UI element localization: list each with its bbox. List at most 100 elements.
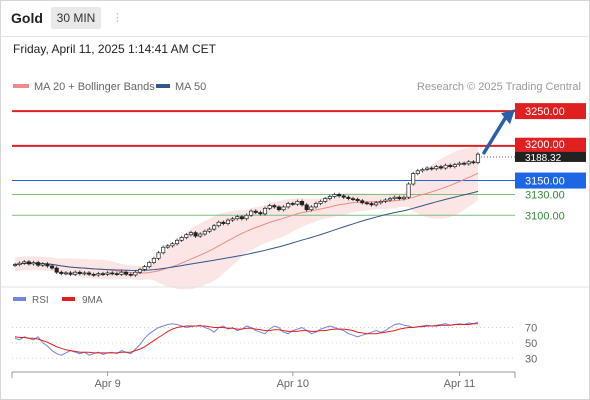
candle-body [59,271,64,274]
candle-body [323,198,328,202]
price-level-label: 3100.00 [525,210,565,222]
candle-body [346,196,351,199]
candle-body [392,196,397,199]
ma9-legend-swatch [62,297,75,301]
candle-body [133,271,138,276]
x-axis-label: Apr 11 [444,378,476,390]
rsi-tick-label: 50 [525,338,537,350]
candle-body [22,261,27,264]
rsi-legend-label: RSI [32,295,49,306]
candle-body [26,261,31,265]
candle-body [142,266,147,270]
candle-body [124,271,129,275]
candle-body [225,219,231,224]
asset-title: Gold [11,10,43,26]
candle-body [300,201,305,206]
candle-body [165,245,170,248]
more-options-icon[interactable]: ⋮ [112,12,123,24]
candle-body [295,201,300,205]
candle-body [77,271,82,274]
candle-body [318,201,323,204]
candle-body [332,194,337,197]
candle-body [249,210,254,216]
candle-body [276,206,281,211]
chart-header: Gold 30 MIN ⋮ [0,0,590,37]
candle-body [17,262,22,265]
candle-body [411,173,416,185]
candle-body [397,196,402,199]
candle-body [364,202,369,205]
candle-body [175,239,180,245]
price-level-label: 3130.00 [525,189,565,201]
last-price-label: 3188.32 [525,153,562,164]
price-level-tag [515,172,586,189]
ma50-legend-swatch [156,84,170,88]
candle-body [457,162,462,165]
ma50-line [14,190,479,271]
candle-body [207,228,212,232]
research-credit: Research © 2025 Trading Central [417,81,581,93]
candle-body [212,225,217,230]
candle-body [151,257,156,263]
candle-body [40,263,45,266]
price-level-tag [515,103,586,120]
candle-body [466,161,471,165]
ma20-legend-label: MA 20 + Bollinger Bands [34,81,155,93]
candle-body [462,162,467,165]
candle-body [350,198,356,200]
candle-body [188,232,193,236]
candle-body [239,216,244,220]
candle-body [355,198,360,202]
candle-body [387,198,393,201]
candle-body [448,164,453,168]
price-level-tag [515,137,586,150]
candle-body [406,183,411,198]
price-level-label: 3150.00 [525,176,565,188]
candle-body [91,273,96,276]
timeframe-button[interactable]: 30 MIN [51,7,101,29]
ma20-legend-swatch [13,84,29,88]
candle-body [235,216,240,220]
candle-body [216,221,221,227]
candle-body [110,272,115,275]
price-level-label: 3250.00 [525,106,565,118]
timestamp: Friday, April 11, 2025 1:14:41 AM CET [13,42,216,56]
candle-body [49,265,55,269]
candle-body [327,196,332,199]
candle-body [253,210,258,213]
candle-body [452,164,457,168]
ma50-legend-label: MA 50 [175,81,206,93]
candle-body [68,272,73,275]
candle-body [87,272,92,275]
candle-body [45,263,50,267]
candle-body [425,167,430,170]
candle-body [309,206,314,211]
candle-body [36,262,41,266]
candle-body [378,201,383,204]
candle-body [105,272,110,275]
candle-body [54,267,59,273]
candle-body [401,196,406,199]
candle-body [337,194,342,197]
candle-body [147,262,152,268]
candle-body [281,206,286,211]
forecast-arrow [482,113,509,155]
candle-body [100,273,106,275]
candle-body [475,153,481,163]
candle-body [170,243,175,247]
candle-body [286,203,291,208]
candle-body [230,218,235,221]
candle-body [438,166,444,169]
forecast-arrow-head [501,109,515,125]
candle-body [114,273,119,275]
candle-body [31,262,36,265]
candle-body [434,166,439,170]
candle-body [193,232,198,237]
candle-body [267,205,272,209]
candle-body [82,272,87,275]
candle-body [244,214,249,220]
x-axis-label: Apr 9 [94,378,120,390]
candle-body [429,167,434,170]
candle-body [313,203,319,208]
rsi-tick-label: 70 [525,323,537,335]
